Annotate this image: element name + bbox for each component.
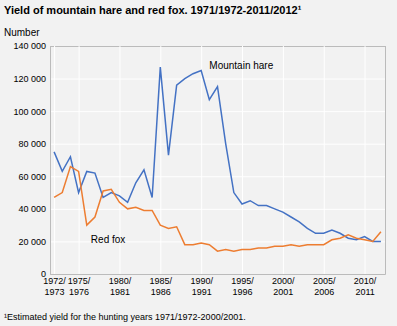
x-grid-line: [79, 46, 80, 274]
x-grid-line: [283, 46, 284, 274]
x-tick-label: 1975/1976: [68, 276, 91, 296]
y-grid-line: [50, 144, 385, 145]
x-tick: 1985/1986: [150, 46, 173, 297]
y-grid-line: [50, 79, 385, 80]
x-tick: 1980/1981: [109, 46, 132, 297]
y-axis-line: [51, 47, 386, 275]
y-axis-title: Number: [4, 27, 40, 38]
y-tick: 120 000: [13, 74, 385, 84]
x-tick-label: 2010/2011: [354, 276, 377, 296]
y-tick-label: 20 000: [18, 237, 46, 247]
y-tick-label: 40 000: [18, 204, 46, 214]
x-tick-label: 2000/2001: [272, 276, 295, 296]
annotation: Mountain hare: [209, 60, 273, 71]
x-tick: 2005/2006: [313, 46, 336, 297]
x-tick: 2000/2001: [272, 46, 295, 297]
chart: Yield of mountain hare and red fox. 1971…: [0, 0, 397, 326]
y-tick-label: 140 000: [13, 41, 46, 51]
plot: 020 00040 00060 00080 000100 000120 0001…: [13, 41, 385, 296]
x-tick-label: 2005/2006: [313, 276, 336, 296]
x-grid-line: [242, 46, 243, 274]
x-grid-line: [54, 46, 55, 274]
x-grid-line: [324, 46, 325, 274]
lines: [54, 67, 381, 251]
x-grid-line: [201, 46, 202, 274]
y-tick-label: 80 000: [18, 139, 46, 149]
x-tick: 1995/1996: [231, 46, 254, 297]
title: Yield of mountain hare and red fox. 1971…: [4, 4, 302, 16]
y-grid-line: [50, 176, 385, 177]
y-tick: 100 000: [13, 107, 385, 117]
y-grid-line: [50, 209, 385, 210]
x-axis-line: [51, 46, 386, 275]
series-line: [54, 167, 381, 252]
y-tick-label: 60 000: [18, 172, 46, 182]
y-tick-label: 100 000: [13, 107, 46, 117]
y-grid-line: [50, 111, 385, 112]
x-tick: 1990/1991: [190, 46, 213, 297]
x-tick-label: 1985/1986: [150, 276, 173, 296]
footnote: ¹Estimated yield for the hunting years 1…: [4, 312, 246, 322]
x-tick: 2010/2011: [354, 46, 377, 297]
x-tick-label: 1995/1996: [231, 276, 254, 296]
x-tick-label: 1972/1973: [43, 276, 66, 296]
y-axis: 020 00040 00060 00080 000100 000120 0001…: [13, 41, 385, 279]
x-axis: 1972/19731975/1976 1980/1981 1985/1986 1990…: [43, 46, 385, 297]
x-tick-label: 1990/1991: [190, 276, 213, 296]
series-line: [54, 67, 381, 241]
x-tick-label: 1980/1981: [109, 276, 132, 296]
annotation: Red fox: [91, 234, 125, 245]
y-tick-label: 120 000: [13, 74, 46, 84]
